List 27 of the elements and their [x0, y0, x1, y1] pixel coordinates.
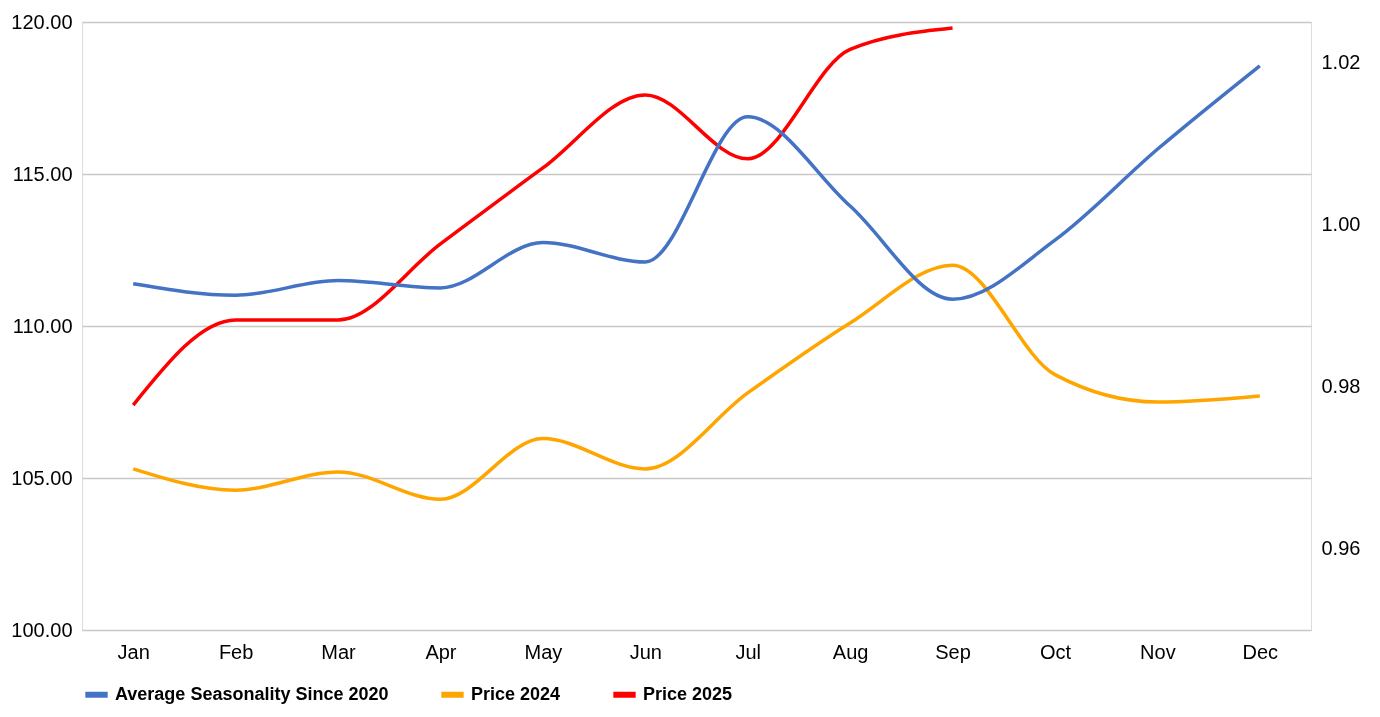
legend-label: Average Seasonality Since 2020 [115, 683, 389, 704]
x-tick-label: May [524, 640, 563, 663]
legend-label: Price 2025 [643, 683, 733, 704]
y-tick-label: 120.00 [11, 10, 73, 33]
x-tick-label: Feb [218, 640, 254, 663]
x-tick-label: Jan [117, 640, 150, 663]
x-tick-label: Jun [629, 640, 662, 663]
x-tick-label: Dec [1242, 640, 1279, 663]
legend-label: Price 2024 [471, 683, 561, 704]
x-tick-label: Aug [832, 640, 869, 663]
y-tick-label: 115.00 [12, 162, 73, 185]
x-tick-label: Apr [425, 640, 457, 663]
line-series [131, 64, 1262, 301]
x-tick-label: Mar [321, 640, 357, 663]
line-series [131, 26, 955, 407]
y-tick-label: 110.00 [12, 314, 73, 337]
line-series [131, 263, 1262, 502]
x-tick-label: Nov [1140, 640, 1176, 663]
y2-tick-label: 0.98 [1321, 375, 1361, 398]
y-tick-label: 100.00 [11, 618, 73, 641]
y-tick-label: 105.00 [11, 466, 73, 489]
x-tick-label: Oct [1039, 640, 1072, 663]
y2-tick-label: 1.02 [1321, 51, 1361, 74]
x-tick-label: Jul [735, 640, 761, 663]
y2-tick-label: 1.00 [1321, 213, 1361, 236]
x-tick-label: Sep [935, 640, 971, 663]
y2-tick-label: 0.96 [1321, 537, 1361, 560]
